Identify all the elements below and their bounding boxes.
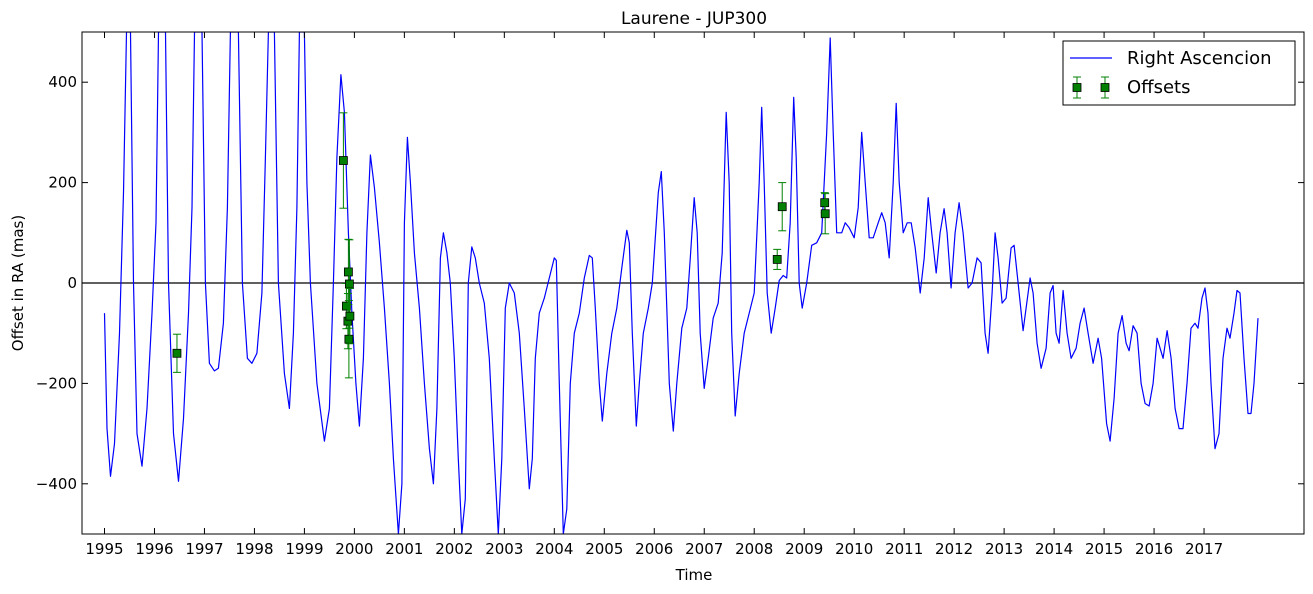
- x-tick-label: 2000: [335, 540, 373, 558]
- x-tick-label: 2015: [1085, 540, 1123, 558]
- y-tick-label: 400: [48, 73, 77, 91]
- y-axis: −400 −200 0 200 400: [36, 73, 1304, 493]
- y-tick-label: −200: [36, 374, 77, 392]
- offset-point: [344, 300, 354, 379]
- legend-errorbar-swatch: [1072, 76, 1110, 99]
- legend-label-right-ascencion: Right Ascencion: [1127, 48, 1272, 69]
- y-tick-label: −400: [36, 475, 77, 493]
- x-tick-label: 2008: [735, 540, 773, 558]
- chart-title: Laurene - JUP300: [621, 9, 767, 29]
- x-tick-label: 1995: [85, 540, 123, 558]
- y-tick-label: 0: [67, 274, 77, 292]
- x-tick-label: 2007: [685, 540, 723, 558]
- legend-label-offsets: Offsets: [1127, 77, 1190, 98]
- x-tick-label: 2009: [785, 540, 823, 558]
- offset-point: [777, 182, 787, 232]
- x-tick-label: 2001: [385, 540, 423, 558]
- x-tick-label: 2006: [635, 540, 673, 558]
- y-axis-label: Offset in RA (mas): [9, 215, 27, 351]
- x-tick-label: 2016: [1135, 540, 1173, 558]
- offset-point: [338, 112, 348, 209]
- x-tick-label: 2004: [535, 540, 573, 558]
- x-tick-label: 1996: [135, 540, 173, 558]
- series-line-right-ascencion: [103, 32, 1259, 534]
- x-tick-label: 2013: [985, 540, 1023, 558]
- legend-box: [1062, 40, 1296, 106]
- x-tick-label: 1998: [235, 540, 273, 558]
- x-tick-label: 2003: [485, 540, 523, 558]
- offset-point: [820, 193, 830, 235]
- x-tick-label: 2017: [1185, 540, 1223, 558]
- offset-point: [345, 288, 355, 345]
- x-axis-label: Time: [675, 566, 713, 584]
- legend: Right Ascencion Offsets: [1062, 40, 1296, 106]
- x-tick-label: 1999: [285, 540, 323, 558]
- x-tick-label: 1997: [185, 540, 223, 558]
- x-tick-label: 2014: [1035, 540, 1073, 558]
- plot-area: [81, 31, 1305, 535]
- x-tick-label: 2012: [935, 540, 973, 558]
- x-tick-label: 2010: [835, 540, 873, 558]
- offset-point: [172, 333, 182, 373]
- y-tick-label: 200: [48, 174, 77, 192]
- x-axis: 1995 1996 1997 1998 1999 2000 2001 2002 2003 2004…: [85, 32, 1223, 558]
- offset-point: [343, 238, 353, 306]
- x-tick-label: 2005: [585, 540, 623, 558]
- offset-point: [772, 248, 782, 270]
- x-tick-label: 2002: [435, 540, 473, 558]
- x-tick-label: 2011: [885, 540, 923, 558]
